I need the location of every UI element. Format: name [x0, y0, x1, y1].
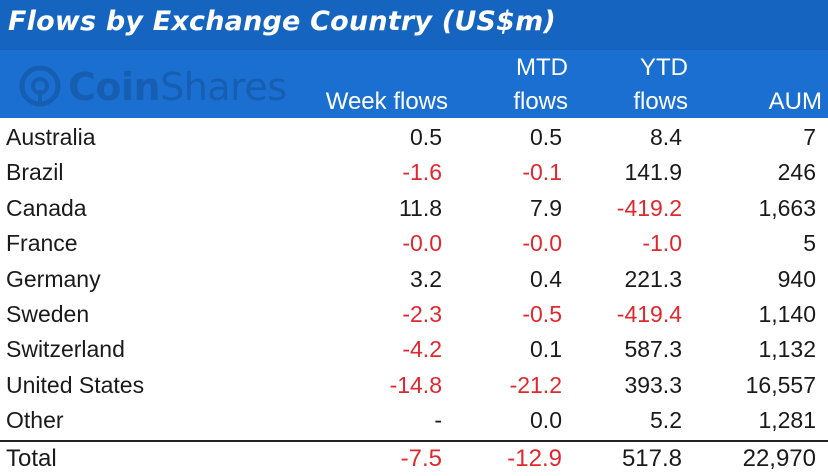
- table-row: Sweden -2.3 -0.5 -419.4 1,140: [0, 297, 828, 332]
- total-mtd-flow: -12.9: [507, 445, 562, 472]
- header-mtd-line2: flows: [513, 88, 568, 115]
- aum-value: 246: [777, 159, 816, 186]
- table-row: France -0.0 -0.0 -1.0 5: [0, 226, 828, 261]
- table-row: Australia 0.5 0.5 8.4 7: [0, 120, 828, 155]
- mtd-flow-value: 0.4: [530, 265, 562, 292]
- total-aum: 22,970: [742, 445, 816, 472]
- watermark-brand: CoinShares: [68, 65, 287, 109]
- table-row: Germany 3.2 0.4 221.3 940: [0, 262, 828, 297]
- header-aum: AUM: [768, 88, 822, 115]
- header-ytd-line2: flows: [633, 88, 688, 115]
- week-flow-value: 11.8: [398, 194, 442, 221]
- total-divider: [0, 440, 828, 442]
- total-week-flow: -7.5: [400, 445, 442, 472]
- ytd-flow-value: 393.3: [624, 371, 682, 398]
- week-flow-value: -1.6: [402, 159, 442, 186]
- row-country: France: [6, 230, 78, 257]
- ytd-flow-value: -419.2: [616, 194, 682, 221]
- watermark-brand-bold: Coin: [68, 65, 161, 109]
- row-country: Germany: [6, 265, 101, 292]
- table-body: Australia 0.5 0.5 8.4 7 Brazil -1.6 -0.1…: [0, 120, 828, 439]
- watermark-brand-light: Shares: [160, 65, 287, 109]
- total-ytd-flow: 517.8: [621, 445, 682, 472]
- row-country: Switzerland: [6, 336, 125, 363]
- ytd-flow-value: 221.3: [624, 265, 682, 292]
- row-country: United States: [6, 371, 145, 398]
- column-header-band: [0, 50, 828, 118]
- title-bar: Flows by Exchange Country (US$m): [0, 0, 828, 50]
- row-country: Canada: [6, 194, 87, 221]
- table-row: Other - 0.0 5.2 1,281: [0, 403, 828, 438]
- table-row: Canada 11.8 7.9 -419.2 1,663: [0, 191, 828, 226]
- header-mtd-line1: MTD: [516, 54, 568, 81]
- header-week-flows: Week flows: [325, 88, 448, 115]
- aum-value: 940: [777, 265, 816, 292]
- mtd-flow-value: 0.0: [530, 407, 562, 434]
- mtd-flow-value: -0.1: [522, 159, 562, 186]
- aum-value: 1,281: [758, 407, 816, 434]
- ytd-flow-value: 8.4: [650, 124, 682, 150]
- total-label: Total: [6, 445, 57, 472]
- ytd-flow-value: -1.0: [642, 230, 682, 257]
- ytd-flow-value: 5.2: [650, 407, 682, 434]
- coinshares-logo-icon: [19, 65, 61, 107]
- table-row: United States -14.8 -21.2 393.3 16,557: [0, 368, 828, 403]
- total-row: Total -7.5 -12.9 517.8 22,970: [0, 441, 828, 476]
- table-row: Switzerland -4.2 0.1 587.3 1,132: [0, 332, 828, 367]
- mtd-flow-value: -0.0: [522, 230, 562, 257]
- row-country: Sweden: [6, 300, 90, 327]
- row-country: Other: [6, 407, 64, 434]
- aum-value: 1,132: [758, 336, 816, 363]
- week-flow-value: -2.3: [402, 300, 442, 327]
- ytd-flow-value: -419.4: [616, 300, 682, 327]
- week-flow-value: -0.0: [402, 230, 442, 257]
- header-ytd-line1: YTD: [640, 54, 688, 81]
- table-title: Flows by Exchange Country (US$m): [8, 6, 556, 37]
- mtd-flow-value: 0.1: [530, 336, 562, 363]
- aum-value: 5: [803, 230, 816, 257]
- table-row: Brazil -1.6 -0.1 141.9 246: [0, 155, 828, 190]
- week-flow-value: -14.8: [389, 371, 442, 398]
- coinshares-watermark: CoinShares: [18, 62, 318, 110]
- ytd-flow-value: 587.3: [624, 336, 682, 363]
- mtd-flow-value: -0.5: [522, 300, 562, 327]
- aum-value: 1,140: [758, 300, 816, 327]
- week-flow-value: 0.5: [410, 124, 442, 150]
- row-country: Australia: [6, 124, 96, 150]
- aum-value: 1,663: [758, 194, 816, 221]
- week-flow-value: -: [434, 407, 442, 434]
- mtd-flow-value: 7.9: [530, 194, 562, 221]
- ytd-flow-value: 141.9: [624, 159, 682, 186]
- week-flow-value: -4.2: [402, 336, 442, 363]
- mtd-flow-value: 0.5: [530, 124, 562, 150]
- aum-value: 7: [803, 124, 816, 150]
- week-flow-value: 3.2: [410, 265, 442, 292]
- mtd-flow-value: -21.2: [509, 371, 562, 398]
- aum-value: 16,557: [745, 371, 816, 398]
- row-country: Brazil: [6, 159, 64, 186]
